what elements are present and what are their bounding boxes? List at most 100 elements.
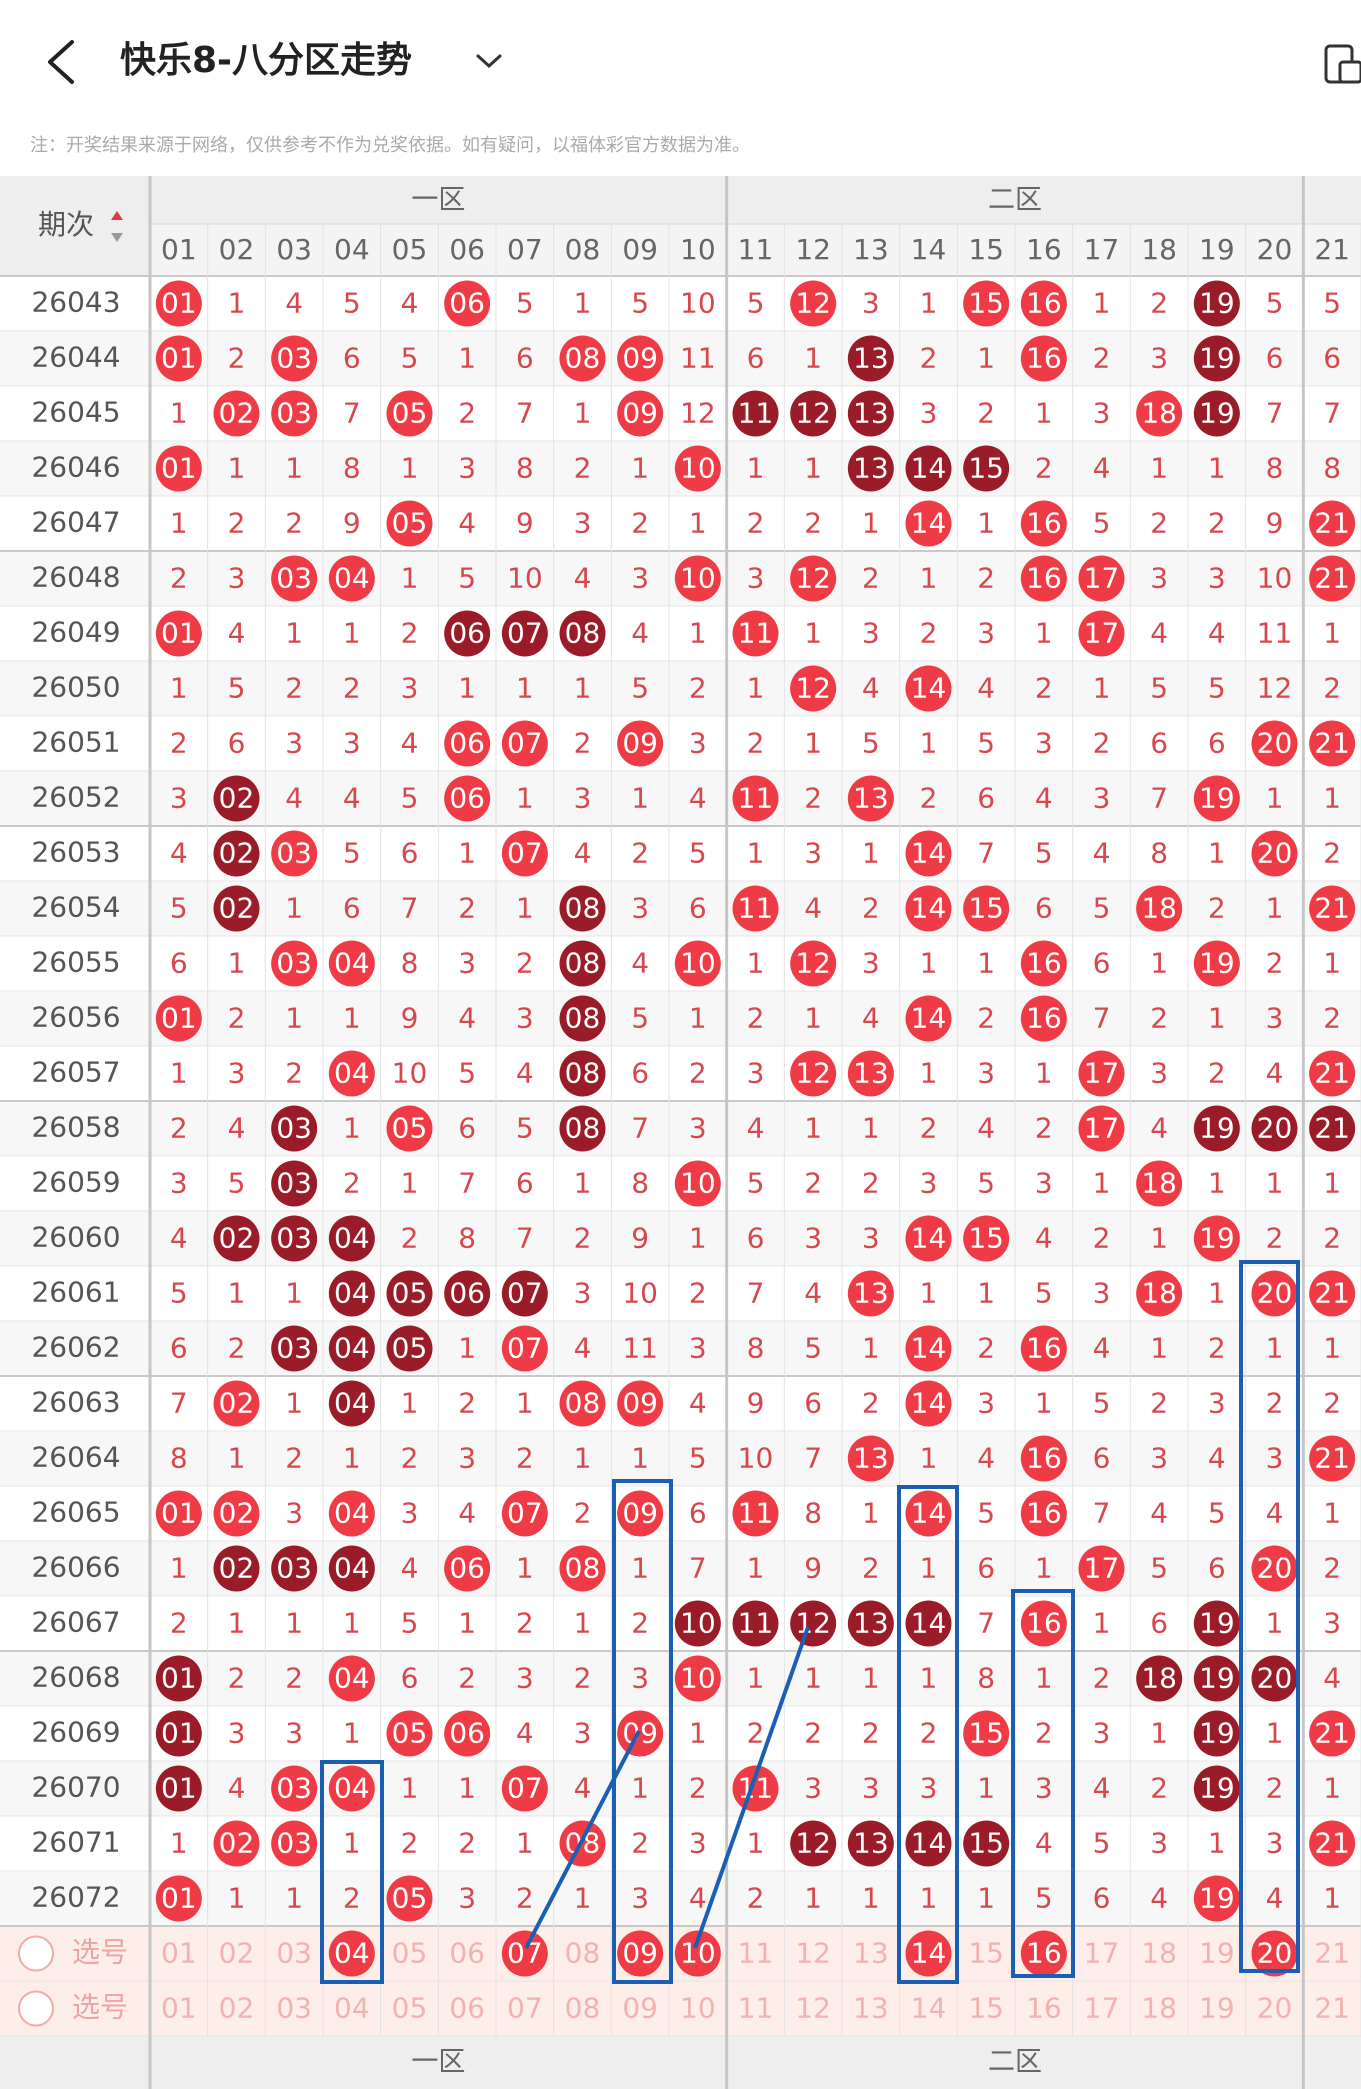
select-number[interactable]: 08	[565, 1992, 601, 2025]
cell-value: 5	[401, 342, 419, 375]
select-number[interactable]: 17	[1084, 1992, 1120, 2025]
select-number[interactable]: 18	[1141, 1992, 1177, 2025]
hit-ball	[328, 1380, 375, 1427]
hit-ball	[155, 1710, 202, 1757]
cell-value: 5	[747, 1167, 765, 1200]
period: 26067	[31, 1606, 120, 1639]
hit-ball	[386, 1270, 433, 1317]
cell-value: 20	[1257, 1662, 1293, 1695]
cell-value: 4	[574, 1772, 592, 1805]
cell-value: 4	[631, 617, 649, 650]
select-number[interactable]: 19	[1199, 1992, 1235, 2025]
cell-value: 06	[449, 287, 485, 320]
cell-value: 3	[862, 1222, 880, 1255]
select-radio[interactable]	[18, 1935, 54, 1972]
cell-value: 06	[449, 1277, 485, 1310]
select-number[interactable]: 06	[449, 1992, 485, 2025]
select-row-bg	[0, 1981, 1361, 2036]
back-button[interactable]	[48, 40, 74, 84]
period-header[interactable]: 期次	[38, 208, 94, 241]
select-number[interactable]: 11	[738, 1937, 774, 1970]
cell-value: 2	[170, 562, 188, 595]
select-number[interactable]: 12	[795, 1937, 831, 1970]
cell-value: 5	[458, 1057, 476, 1090]
hit-ball	[905, 665, 952, 712]
cell-value: 10	[680, 1167, 716, 1200]
cell-value: 2	[170, 727, 188, 760]
select-number[interactable]: 19	[1199, 1937, 1235, 1970]
device-icon[interactable]	[1324, 44, 1361, 84]
select-number[interactable]: 06	[449, 1937, 485, 1970]
column-header-bg	[0, 224, 1361, 276]
cell-value: 4	[689, 1387, 707, 1420]
row-bg	[0, 331, 1361, 386]
select-number[interactable]: 04	[334, 1937, 370, 1970]
picked-ball	[1020, 1930, 1067, 1977]
select-number[interactable]: 09	[622, 1992, 658, 2025]
select-number[interactable]: 21	[1314, 1992, 1350, 2025]
select-number[interactable]: 01	[161, 1992, 197, 2025]
cell-value: 7	[631, 1112, 649, 1145]
select-label: 选号	[72, 1991, 128, 2024]
period: 26044	[31, 341, 120, 374]
cell-value: 2	[1035, 1717, 1053, 1750]
cell-value: 21	[1314, 1442, 1350, 1475]
select-number[interactable]: 01	[161, 1937, 197, 1970]
select-number[interactable]: 14	[911, 1992, 947, 2025]
cell-value: 1	[920, 287, 938, 320]
select-number[interactable]: 20	[1257, 1992, 1293, 2025]
select-number[interactable]: 03	[276, 1992, 312, 2025]
cell-value: 1	[1266, 782, 1284, 815]
cell-value: 19	[1199, 947, 1235, 980]
select-number[interactable]: 11	[738, 1992, 774, 2025]
cell-value: 12	[1257, 672, 1293, 705]
cell-value: 1	[170, 397, 188, 430]
select-number[interactable]: 12	[795, 1992, 831, 2025]
select-number[interactable]: 15	[968, 1992, 1004, 2025]
select-number[interactable]: 04	[334, 1992, 370, 2025]
hit-ball	[328, 1050, 375, 1097]
select-number[interactable]: 10	[680, 1992, 716, 2025]
select-number[interactable]: 05	[392, 1992, 428, 2025]
page-title[interactable]: 快乐8-八分区走势	[120, 40, 412, 81]
select-number[interactable]: 13	[853, 1937, 889, 1970]
cell-value: 2	[977, 1002, 995, 1035]
cell-value: 5	[516, 1112, 534, 1145]
title-dropdown[interactable]	[476, 54, 502, 69]
hit-ball	[1193, 1600, 1240, 1647]
cell-value: 2	[977, 562, 995, 595]
select-number[interactable]: 16	[1026, 1937, 1062, 1970]
cell-value: 5	[1266, 287, 1284, 320]
cell-value: 07	[507, 837, 543, 870]
select-number[interactable]: 05	[392, 1937, 428, 1970]
select-number[interactable]: 14	[911, 1937, 947, 1970]
select-number[interactable]: 16	[1026, 1992, 1062, 2025]
select-number[interactable]: 15	[968, 1937, 1004, 1970]
select-number[interactable]: 07	[507, 1992, 543, 2025]
select-number[interactable]: 20	[1257, 1937, 1293, 1970]
select-number[interactable]: 03	[276, 1937, 312, 1970]
annotation-box	[320, 1760, 384, 1984]
select-number[interactable]: 21	[1314, 1937, 1350, 1970]
cell-value: 4	[574, 562, 592, 595]
select-number[interactable]: 02	[219, 1937, 255, 1970]
cell-value: 4	[401, 1552, 419, 1585]
select-number[interactable]: 07	[507, 1937, 543, 1970]
select-number[interactable]: 18	[1141, 1937, 1177, 1970]
cell-value: 8	[804, 1497, 822, 1530]
cell-value: 3	[920, 1167, 938, 1200]
cell-value: 04	[334, 1772, 370, 1805]
hit-ball	[847, 1435, 894, 1482]
select-number[interactable]: 17	[1084, 1937, 1120, 1970]
cell-value: 3	[458, 452, 476, 485]
sort-down	[111, 233, 123, 242]
column-label: 06	[449, 233, 485, 266]
cell-value: 2	[920, 617, 938, 650]
select-radio[interactable]	[18, 1990, 54, 2027]
select-number[interactable]: 09	[622, 1937, 658, 1970]
select-number[interactable]: 08	[565, 1937, 601, 1970]
select-number[interactable]: 13	[853, 1992, 889, 2025]
cell-value: 1	[458, 342, 476, 375]
select-number[interactable]: 02	[219, 1992, 255, 2025]
